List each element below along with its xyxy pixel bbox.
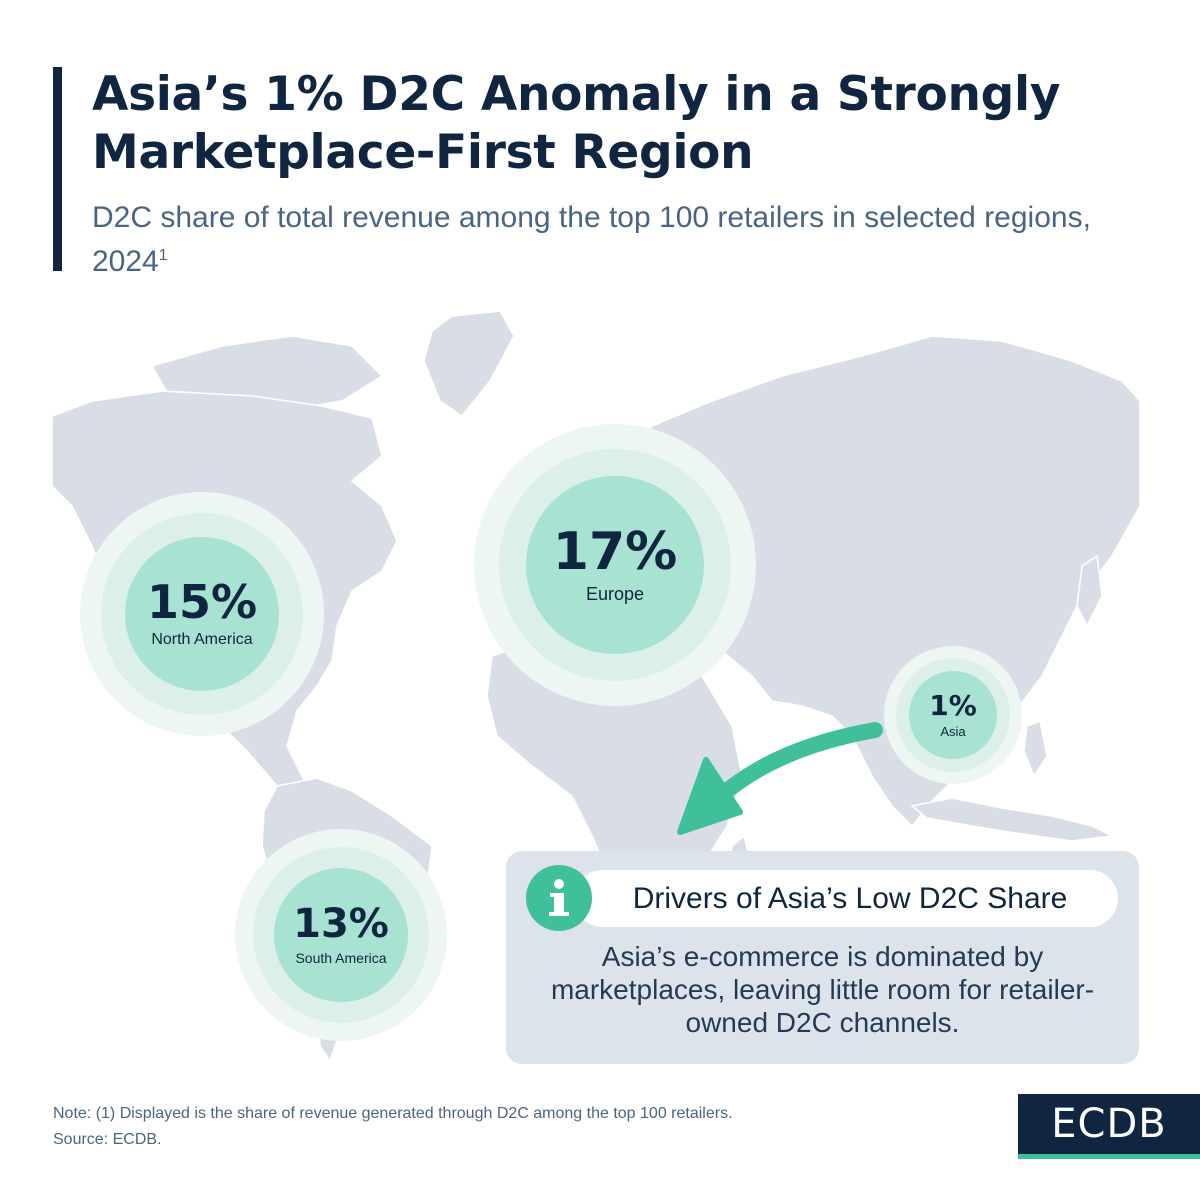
map-greenland bbox=[423, 310, 515, 418]
value-asia: 1% bbox=[929, 688, 977, 722]
bubble-europe: 17% Europe bbox=[474, 424, 756, 706]
value-south-america: 13% bbox=[293, 901, 389, 947]
page-subtitle: D2C share of total revenue among the top… bbox=[92, 199, 1152, 281]
label-europe: Europe bbox=[585, 583, 645, 604]
info-box-body: Asia’s e-commerce is dominated by market… bbox=[550, 941, 1095, 1038]
label-south-america: South America bbox=[295, 950, 387, 966]
label-asia: Asia bbox=[940, 723, 966, 739]
bubble-south-america-core: 13% South America bbox=[274, 868, 408, 1002]
label-north-america: North America bbox=[151, 631, 253, 648]
map-philippines bbox=[1023, 719, 1048, 778]
info-icon-glyph bbox=[549, 879, 569, 916]
bubble-north-america: 15% North America bbox=[80, 492, 324, 736]
footnote-source: Source: ECDB. bbox=[53, 1131, 162, 1148]
map-indonesia bbox=[910, 797, 1115, 842]
subtitle-footnote: 1 bbox=[158, 247, 168, 264]
bubble-asia: 1% Asia bbox=[884, 646, 1022, 784]
value-north-america: 15% bbox=[146, 575, 258, 629]
ecdb-logo: ECDB bbox=[1018, 1094, 1200, 1159]
map-japan bbox=[1076, 554, 1103, 628]
page-title: Asia’s 1% D2C Anomaly in a Strongly Mark… bbox=[92, 67, 1061, 180]
bubble-europe-core: 17% Europe bbox=[526, 476, 704, 654]
bubble-asia-core: 1% Asia bbox=[909, 671, 997, 759]
curved-arrow-icon bbox=[677, 722, 883, 835]
value-europe: 17% bbox=[552, 521, 678, 582]
bubble-north-america-core: 15% North America bbox=[125, 537, 279, 691]
footnote-note: Note: (1) Displayed is the share of reve… bbox=[53, 1105, 733, 1122]
footnote: Note: (1) Displayed is the share of reve… bbox=[53, 1101, 953, 1153]
info-box-title: Drivers of Asia’s Low D2C Share bbox=[632, 882, 1068, 915]
subtitle-text: D2C share of total revenue among the top… bbox=[92, 201, 1091, 278]
ecdb-logo-text: ECDB bbox=[1051, 1101, 1167, 1147]
info-box-header bbox=[574, 870, 1118, 927]
title-accent-bar bbox=[53, 67, 62, 271]
info-icon bbox=[526, 865, 592, 931]
bubble-south-america: 13% South America bbox=[235, 829, 447, 1041]
